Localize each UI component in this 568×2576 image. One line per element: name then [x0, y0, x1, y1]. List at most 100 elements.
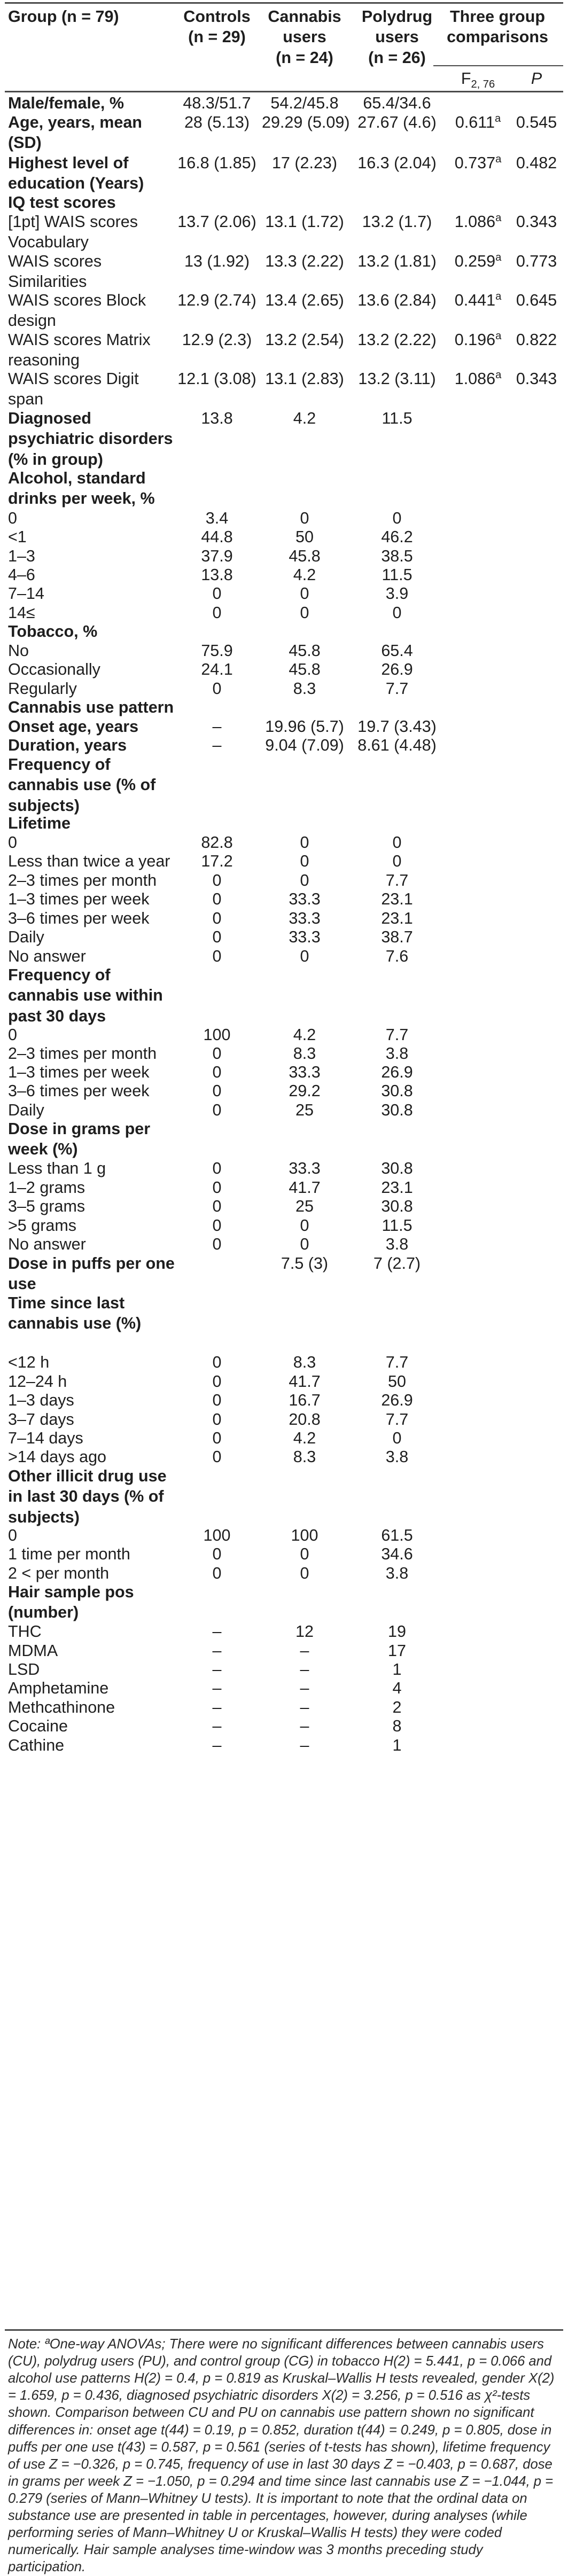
cell-p-value: 0.773 — [507, 251, 566, 271]
cell-group: WAIS scores Similarities — [8, 251, 176, 292]
cell-p-value-text: 0.822 — [516, 331, 557, 349]
cell-polydrug-users-text: 0 — [392, 509, 402, 527]
cell-polydrug-users: 0 — [352, 1428, 442, 1448]
cell-group-text: 7–14 — [8, 584, 44, 603]
cell-controls-text: 0 — [212, 1101, 222, 1119]
footnote-marker: a — [495, 290, 502, 302]
cell-controls: 0 — [176, 1196, 258, 1216]
cell-group: Occasionally — [8, 659, 100, 680]
cell-cannabis-users: 0 — [262, 1563, 347, 1583]
cell-group: WAIS scores Matrix reasoning — [8, 330, 176, 371]
cell-controls: 0 — [176, 1563, 258, 1583]
cell-polydrug-users-text: 27.67 (4.6) — [357, 113, 437, 131]
cell-group: 0 — [8, 508, 17, 528]
cell-polydrug-users-text: 23.1 — [381, 909, 413, 927]
cell-group-text: 1–3 — [8, 547, 35, 565]
cell-cannabis-users-text: 33.3 — [289, 1159, 321, 1177]
cell-p-value: 0.482 — [507, 153, 566, 173]
cell-polydrug-users-text: 46.2 — [381, 528, 413, 546]
cell-group-text: 4–6 — [8, 566, 35, 584]
cell-polydrug-users: 27.67 (4.6) — [352, 112, 442, 132]
cell-group-text: Alcohol, standard drinks per week, % — [8, 469, 155, 508]
cell-cannabis-users-text: – — [300, 1698, 309, 1716]
cell-group: IQ test scores — [8, 192, 176, 213]
cell-cannabis-users: 0 — [262, 1234, 347, 1254]
cell-polydrug-users: 13.6 (2.84) — [352, 290, 442, 310]
cell-controls-text: – — [212, 1698, 222, 1716]
cell-polydrug-users-text: 30.8 — [381, 1197, 413, 1215]
cell-polydrug-users-text: 38.7 — [381, 928, 413, 946]
header-polydrug-users: Polydrug users (n = 26) — [361, 7, 433, 67]
cell-cannabis-users-text: 33.3 — [289, 1063, 321, 1081]
cell-controls-text: 48.3/51.7 — [183, 94, 251, 112]
cell-group: Cannabis use pattern — [8, 697, 174, 717]
cell-controls-text: 0 — [212, 1564, 222, 1582]
cell-p-value-text: 0.482 — [516, 154, 557, 172]
cell-group-text: <1 — [8, 528, 27, 546]
cell-polydrug-users-text: 30.8 — [381, 1159, 413, 1177]
cell-group-text: Frequency of cannabis use (% of subjects… — [8, 755, 156, 815]
header-group: Group (n = 79) — [8, 7, 119, 26]
cell-controls: – — [176, 1697, 258, 1718]
cell-group: No — [8, 641, 29, 661]
cell-controls: – — [176, 1659, 258, 1680]
cell-cannabis-users: 0 — [262, 832, 347, 853]
note-label: Note: — [8, 2337, 45, 2352]
cell-controls-text: 0 — [212, 871, 222, 889]
cell-controls: 0 — [176, 1428, 258, 1448]
cell-group-text: THC — [8, 1622, 42, 1641]
table-note: Note: ªOne-way ANOVAs; There were no sig… — [8, 2336, 561, 2576]
cell-cannabis-users-text: 25 — [295, 1101, 314, 1119]
cell-controls-text: 12.9 (2.74) — [177, 291, 256, 309]
cell-polydrug-users: 0 — [352, 508, 442, 528]
cell-group-text: Less than twice a year — [8, 852, 170, 870]
cell-group-text: Time since last cannabis use (%) — [8, 1294, 142, 1333]
header-comparisons-rule — [433, 65, 563, 66]
cell-polydrug-users: 23.1 — [352, 1177, 442, 1198]
cell-controls-text: – — [212, 1717, 222, 1735]
cell-cannabis-users: 33.3 — [262, 908, 347, 928]
cell-group-text: Tobacco, % — [8, 622, 98, 641]
cell-polydrug-users: 34.6 — [352, 1544, 442, 1564]
cell-group: Regularly — [8, 678, 77, 699]
cell-cannabis-users-text: 0 — [300, 852, 309, 870]
cell-controls: 0 — [176, 908, 258, 928]
cell-controls: 0 — [176, 1081, 258, 1101]
cell-polydrug-users-text: 1 — [392, 1660, 402, 1679]
cell-cannabis-users: 8.3 — [262, 1447, 347, 1467]
cell-controls: 13 (1.92) — [176, 251, 258, 271]
cell-controls-text: 82.8 — [201, 833, 233, 852]
cell-polydrug-users: 19.7 (3.43) — [352, 716, 442, 737]
cell-controls-text: 44.8 — [201, 528, 233, 546]
cell-group: 1–3 times per week — [8, 889, 149, 909]
table-document: Group (n = 79) Controls (n = 29) Cannabi… — [5, 2, 566, 2575]
cell-group-text: Methcathinone — [8, 1698, 115, 1716]
cell-group: Daily — [8, 1100, 44, 1120]
cell-group: 3–7 days — [8, 1409, 74, 1430]
cell-controls: 0 — [176, 1371, 258, 1392]
cell-cannabis-users-text: 13.3 (2.22) — [265, 252, 344, 270]
cell-p-value: 0.645 — [507, 290, 566, 310]
cell-polydrug-users-text: 11.5 — [382, 409, 413, 427]
cell-polydrug-users-text: 0 — [392, 833, 402, 852]
cell-group-text: Cocaine — [8, 1717, 68, 1735]
cell-group-text: 3–5 grams — [8, 1197, 85, 1215]
cell-polydrug-users: 3.8 — [352, 1234, 442, 1254]
cell-cannabis-users: 16.7 — [262, 1390, 347, 1410]
cell-p-value-text: 0.545 — [516, 113, 557, 131]
cell-cannabis-users: 19.96 (5.7) — [262, 716, 347, 737]
cell-group-text: WAIS scores Matrix reasoning — [8, 331, 151, 370]
cell-cannabis-users-text: 0 — [300, 604, 309, 622]
cell-controls-text: 0 — [212, 928, 222, 946]
cell-polydrug-users: 11.5 — [352, 1215, 442, 1236]
cell-controls: – — [176, 1678, 258, 1698]
cell-group: Cocaine — [8, 1716, 68, 1736]
cell-group-text: LSD — [8, 1660, 40, 1679]
cell-group-text: Cathine — [8, 1736, 65, 1754]
cell-cannabis-users-text: 29.29 (5.09) — [262, 113, 350, 131]
table-header-rule — [5, 91, 563, 92]
cell-cannabis-users: 13.1 (2.83) — [262, 369, 347, 389]
cell-controls-text: 0 — [212, 1235, 222, 1253]
cell-controls-text: 12.9 (2.3) — [182, 331, 252, 349]
cell-polydrug-users-text: 0 — [392, 852, 402, 870]
